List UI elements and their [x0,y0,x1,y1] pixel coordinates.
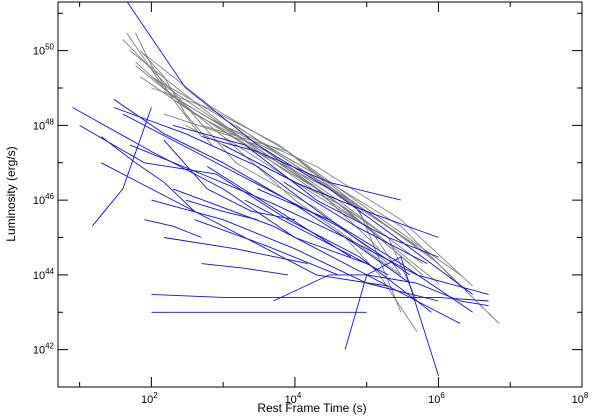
light-curve-grey-18 [235,125,380,221]
light-curve-blue-44 [206,166,352,258]
light-curve-blue-35 [172,124,439,258]
light-curve-blue-40 [144,219,202,238]
light-curve-blue-24 [72,107,367,265]
light-curve-blue-29 [151,199,439,302]
light-curve-blue-30 [151,293,489,302]
light-curve-blue-37 [100,136,195,212]
light-curve-grey-20 [135,32,202,137]
light-curve-blue-33 [344,256,439,376]
x-tick-label: 102 [141,391,158,406]
light-curve-grey-21 [139,50,213,146]
x-tick-label: 106 [428,391,445,406]
y-tick-label: 1042 [33,342,55,357]
light-curve-blue-34 [201,136,402,201]
y-axis-label: Luminosity (erg/s) [4,146,18,241]
light-curve-blue-49 [257,188,473,313]
light-curve-grey-4 [140,76,423,276]
light-curve-blue-28 [113,107,330,221]
light-curve-grey-19 [344,237,418,333]
ticks-layer: 102 104 106 108 1042 1044 1046 1048 1050 [33,2,589,406]
light-curve-blue-47 [122,113,411,276]
light-curve-blue-42 [194,219,339,276]
light-curve-grey-9 [135,65,380,250]
light-curve-grey-22 [151,76,296,164]
light-curve-grey-6 [151,76,474,287]
light-curve-grey-14 [257,139,461,287]
light-curve-blue-48 [201,263,289,276]
x-tick-label: 104 [285,391,302,406]
light-curve-blue-36 [185,199,258,221]
plot-frame [57,1,583,388]
y-tick-label: 1044 [33,267,55,282]
light-curve-blue-39 [222,144,439,238]
light-curve-blue-32 [273,274,489,307]
y-tick-label: 1050 [33,43,55,58]
x-axis-label: Rest Frame Time (s) [257,401,366,415]
y-tick-label: 1046 [33,192,55,207]
light-curve-blue-46 [113,98,411,284]
series-layer [72,2,500,376]
y-tick-label: 1048 [33,117,55,132]
light-curve-grey-13 [244,144,418,302]
x-tick-label: 108 [572,391,589,406]
light-curve-grey-8 [172,98,418,247]
light-curve-grey-16 [151,87,402,276]
light-curve-blue-45 [244,199,389,276]
light-curve-blue-51 [283,181,428,264]
light-curve-grey-17 [163,113,423,264]
light-curve-blue-26 [91,107,152,227]
light-curve-blue-43 [172,188,461,324]
light-curve-blue-50 [163,139,295,221]
light-curve-blue-41 [163,237,308,265]
light-curve-blue-27 [100,162,389,287]
light-curve-grey-12 [222,136,439,284]
